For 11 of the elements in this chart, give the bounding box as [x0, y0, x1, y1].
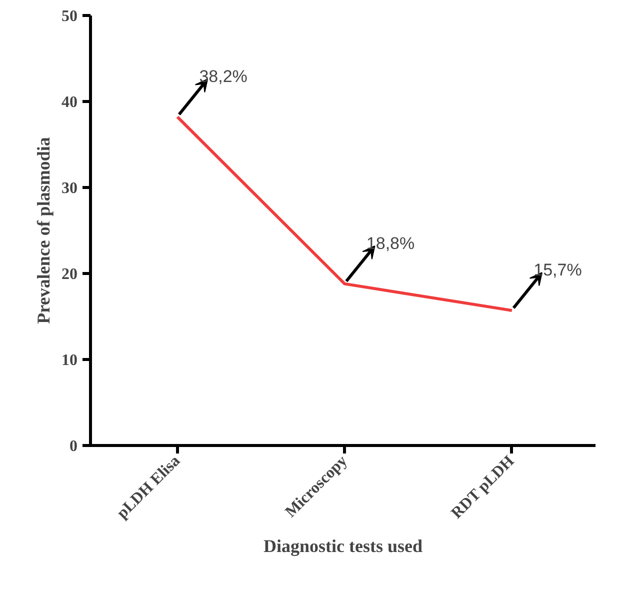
x-axis-title: Diagnostic tests used — [264, 536, 423, 556]
data-label: 38,2% — [199, 67, 248, 86]
data-label: 15,7% — [534, 260, 582, 280]
y-axis-title: Prevalence of plasmodia — [34, 137, 54, 324]
data-label: 18,8% — [366, 234, 415, 253]
y-tick-label: 40 — [62, 94, 78, 111]
y-tick-label: 0 — [70, 438, 78, 455]
y-tick-label: 50 — [62, 8, 78, 25]
y-tick-label: 30 — [62, 180, 78, 197]
y-tick-label: 10 — [62, 352, 78, 369]
y-tick-label: 20 — [62, 266, 78, 283]
